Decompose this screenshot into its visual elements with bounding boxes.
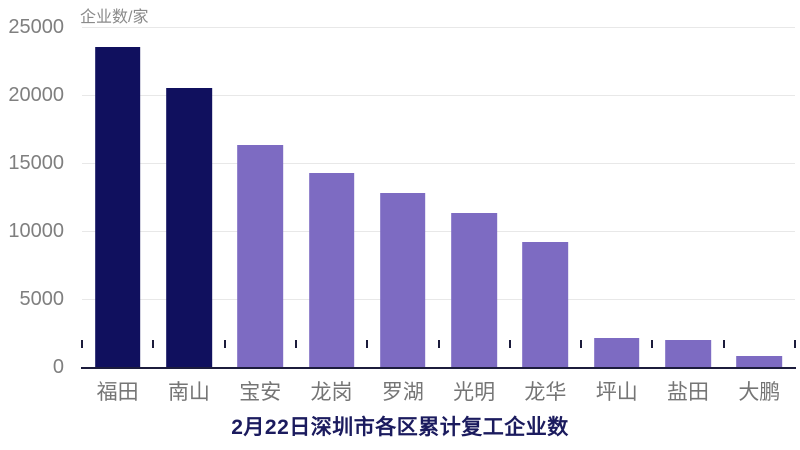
gridline-5000 [82, 299, 795, 300]
bar-slot-龙华 [510, 27, 581, 367]
x-label-光明: 光明 [453, 381, 496, 404]
x-axis-tick-7 [580, 340, 583, 348]
bar-福田 [94, 47, 141, 367]
plot-area [81, 27, 796, 369]
bar-slot-光明 [438, 27, 509, 367]
bar-南山 [166, 88, 212, 367]
x-axis-tick-8 [651, 340, 654, 348]
bar-slot-宝安 [225, 27, 296, 367]
bar-盐田 [665, 339, 711, 367]
bar-slot-龙岗 [296, 27, 367, 367]
gridline-20000 [82, 95, 795, 96]
x-label-坪山: 坪山 [595, 381, 638, 404]
x-axis-labels: 福田 南山 宝安 龙岗 罗湖 光明 龙华 坪山 盐田 大鹏 [82, 376, 795, 406]
gridline-25000 [82, 27, 795, 28]
chart-title: 2月22日深圳市各区累计复工企业数 [231, 416, 569, 439]
gridline-10000 [82, 231, 795, 232]
bar-slot-盐田 [652, 27, 723, 367]
x-axis-tick-5 [437, 340, 440, 348]
y-tick-label-15000: 15000 [8, 152, 64, 174]
x-axis-tick-4 [366, 340, 369, 348]
bar-slot-坪山 [581, 27, 652, 367]
bar-slot-福田 [82, 27, 153, 367]
bar-光明 [451, 213, 497, 367]
bar-坪山 [593, 338, 640, 367]
x-label-盐田: 盐田 [667, 381, 710, 404]
x-label-南山: 南山 [167, 381, 210, 404]
x-axis-tick-10 [794, 340, 796, 348]
x-axis-line [81, 367, 796, 369]
bar-slot-南山 [153, 27, 224, 367]
x-axis-tick-2 [223, 340, 226, 348]
bars-container [82, 27, 795, 367]
x-axis-tick-6 [508, 340, 511, 348]
x-label-大鹏: 大鹏 [738, 381, 781, 404]
bar-罗湖 [380, 192, 426, 367]
x-label-龙岗: 龙岗 [310, 381, 353, 404]
bar-龙岗 [308, 172, 355, 367]
bar-slot-罗湖 [367, 27, 438, 367]
x-axis-tick-0 [81, 340, 83, 348]
x-axis-tick-1 [152, 340, 155, 348]
x-axis-tick-9 [722, 340, 725, 348]
x-label-罗湖: 罗湖 [381, 381, 424, 404]
y-tick-label-25000: 25000 [8, 16, 64, 38]
y-tick-label-5000: 5000 [19, 288, 65, 310]
x-label-福田: 福田 [96, 381, 139, 404]
x-axis-tick-3 [294, 340, 297, 348]
bar-龙华 [522, 241, 569, 367]
bar-宝安 [237, 145, 284, 367]
y-tick-label-10000: 10000 [8, 220, 64, 242]
x-label-宝安: 宝安 [239, 381, 282, 404]
x-label-龙华: 龙华 [524, 381, 567, 404]
gridline-15000 [82, 163, 795, 164]
y-tick-label-20000: 20000 [8, 84, 64, 106]
y-axis-title: 企业数/家 [80, 9, 149, 26]
bar-大鹏 [736, 356, 783, 367]
y-tick-label-0: 0 [52, 356, 64, 378]
bar-slot-大鹏 [724, 27, 795, 367]
